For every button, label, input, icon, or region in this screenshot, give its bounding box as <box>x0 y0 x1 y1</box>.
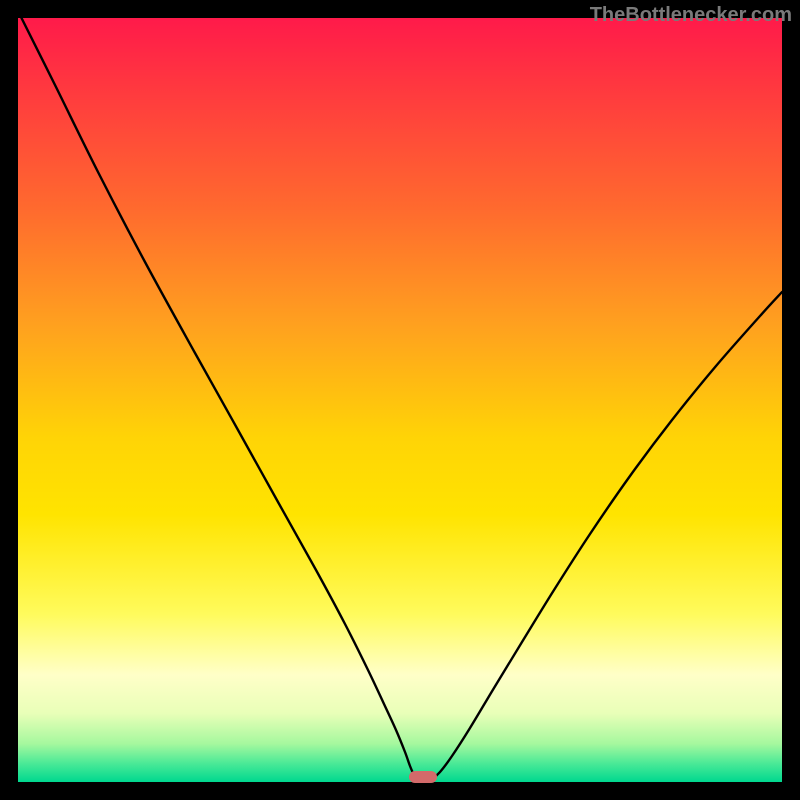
optimal-marker <box>409 771 437 783</box>
bottleneck-chart <box>0 0 800 800</box>
watermark-text: TheBottlenecker.com <box>590 4 792 27</box>
gradient-background <box>18 18 782 782</box>
